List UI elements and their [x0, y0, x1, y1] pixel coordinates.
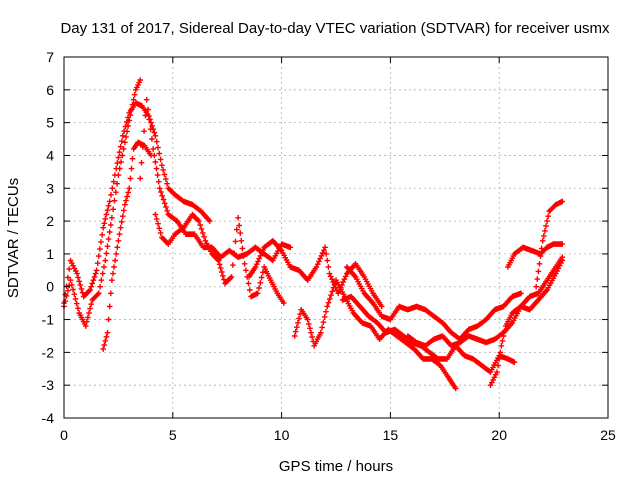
- satellite-track-3: [100, 139, 154, 352]
- satellite-track-9: [344, 264, 524, 342]
- x-tick-label: 10: [274, 427, 290, 443]
- scatter-markers: [505, 241, 566, 270]
- satellite-track-4: [137, 96, 294, 264]
- satellite-track-13: [533, 198, 566, 290]
- scatter-markers: [61, 100, 213, 306]
- satellite-track-12: [505, 241, 566, 270]
- satellite-track-8: [339, 293, 518, 375]
- scatter-markers: [339, 293, 518, 375]
- scatter-markers: [152, 211, 287, 306]
- y-tick-label: 5: [46, 115, 54, 131]
- axis-ticks: 0 5 10 15 20 25 -4 -3 -2 -1 0 1 2 3 4 5 6 7: [42, 49, 616, 443]
- x-axis-title: GPS time / hours: [279, 458, 393, 475]
- y-tick-label: 7: [46, 49, 54, 65]
- y-tick-label: -3: [42, 377, 55, 393]
- satellite-track-10: [405, 254, 566, 349]
- y-tick-label: 2: [46, 213, 54, 229]
- y-tick-label: -4: [42, 410, 55, 426]
- x-tick-label: 0: [60, 427, 68, 443]
- satellite-track-2: [61, 77, 143, 329]
- y-axis-title: SDTVAR / TECUs: [5, 178, 22, 298]
- scatter-markers: [344, 264, 524, 342]
- x-tick-label: 5: [169, 427, 177, 443]
- satellite-track-7: [291, 277, 459, 392]
- y-tick-label: -2: [42, 344, 55, 360]
- scatter-markers: [533, 198, 566, 290]
- scatter-markers: [487, 257, 566, 388]
- scatter-markers: [291, 277, 459, 392]
- x-tick-label: 20: [491, 427, 507, 443]
- satellite-track-1: [61, 100, 213, 306]
- satellite-track-5: [152, 211, 287, 306]
- satellite-track-11: [487, 257, 566, 388]
- plot-frame: [63, 56, 609, 419]
- scatter-markers: [246, 238, 385, 310]
- scatter-markers: [61, 77, 143, 329]
- y-tick-label: 1: [46, 246, 54, 262]
- y-tick-label: -1: [42, 312, 55, 328]
- x-tick-label: 15: [383, 427, 399, 443]
- x-tick-label: 25: [600, 427, 616, 443]
- scatter-markers: [405, 254, 566, 349]
- scatter-markers: [137, 96, 294, 264]
- satellite-track-6: [246, 238, 385, 310]
- y-tick-label: 3: [46, 180, 54, 196]
- y-tick-label: 6: [46, 82, 54, 98]
- data-series: [61, 77, 566, 392]
- chart-title: Day 131 of 2017, Sidereal Day-to-day VTE…: [60, 20, 610, 37]
- y-tick-label: 0: [46, 279, 54, 295]
- y-tick-label: 4: [46, 147, 54, 163]
- scatter-markers: [100, 139, 154, 352]
